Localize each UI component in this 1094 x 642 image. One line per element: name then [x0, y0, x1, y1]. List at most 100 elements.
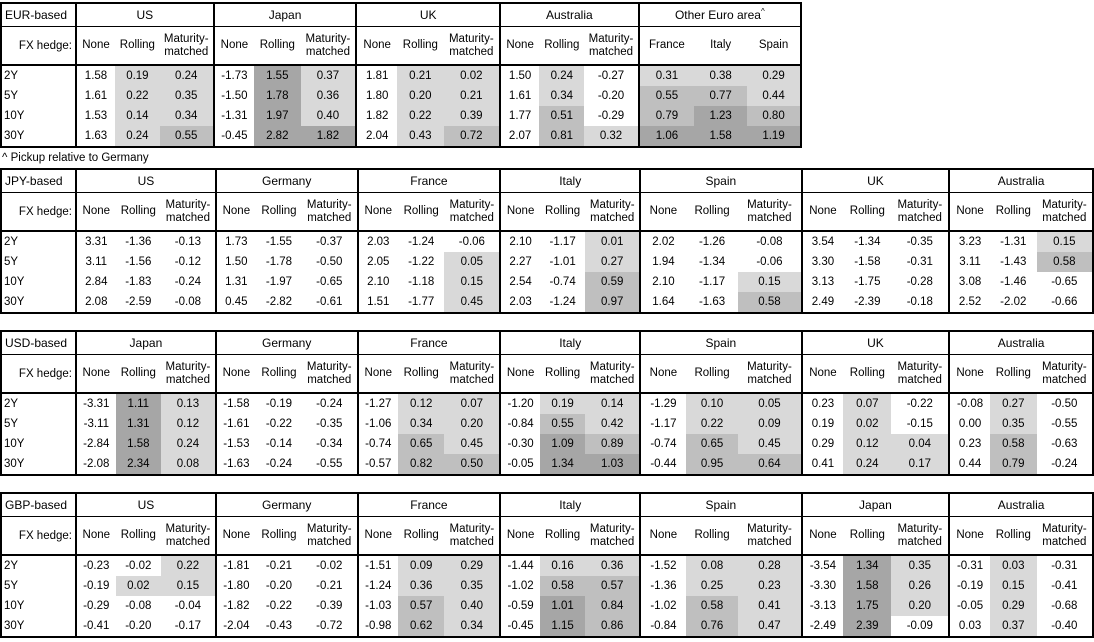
subcol-header: None: [649, 205, 678, 218]
data-cell: 0.65: [397, 434, 445, 454]
country-header: Germany: [216, 170, 357, 193]
subcolumn-header-row: France Italy Spain: [639, 27, 800, 66]
table-row: -1.44 0.16 0.36: [501, 556, 640, 576]
subcol-header: Spain: [758, 39, 789, 52]
data-cell: 0.76: [685, 616, 739, 636]
data-cell: 0.42: [585, 414, 640, 434]
table-row: -0.98 0.62 0.34: [359, 616, 500, 636]
data-cell: -2.59: [125, 296, 152, 308]
subcolumn-header-row: None Rolling Maturity-matched: [216, 355, 357, 394]
country-header: France: [358, 170, 500, 193]
data-cell: 1.03: [585, 454, 640, 474]
subcol-header: Rolling: [995, 205, 1031, 218]
data-cell: 0.58: [685, 596, 739, 616]
data-cell: -0.18: [906, 296, 933, 308]
subcol-header: Rolling: [403, 529, 439, 542]
table-row: 3.30 -1.58 -0.31: [803, 252, 949, 272]
data-cell: 3.54: [811, 236, 835, 248]
data-cell: 0.05: [738, 394, 801, 414]
data-cell: 0.84: [585, 596, 640, 616]
data-cell: -2.02: [1000, 296, 1027, 308]
table-row: -0.29 -0.08 -0.04: [77, 596, 215, 616]
tenor-label: 30Y: [4, 296, 25, 308]
subcol-header: None: [222, 205, 251, 218]
data-cell: 0.35: [444, 576, 500, 596]
data-cell: 1.34: [843, 556, 892, 576]
subcol-header: Rolling: [545, 205, 581, 218]
data-cell: 1.23: [694, 106, 748, 126]
data-cell: 2.82: [254, 126, 301, 146]
data-cell: 0.58: [989, 434, 1037, 454]
table-row: 1.61 0.34 -0.20: [501, 86, 638, 106]
data-cell: -3.13: [809, 600, 837, 612]
data-cell: -1.26: [698, 236, 726, 248]
country-header: Spain: [641, 170, 801, 193]
data-cell: 0.24: [161, 434, 215, 454]
data-cell: 0.21: [443, 86, 499, 106]
subcol-header: None: [809, 205, 837, 218]
data-cell: -0.24: [174, 276, 202, 288]
subcol-header: Maturity-matched: [449, 360, 495, 386]
table-row: 2.10 -1.17 0.15: [641, 272, 801, 292]
data-cell: -0.05: [956, 600, 984, 612]
data-cell: -0.08: [125, 600, 152, 612]
data-cell: -1.01: [549, 256, 576, 268]
data-cell: 0.19: [115, 66, 160, 86]
subcol-header: None: [363, 39, 391, 52]
data-cell: -2.04: [223, 620, 250, 632]
data-cell: -1.18: [408, 276, 435, 288]
subcol-header: Maturity-matched: [1041, 360, 1087, 386]
data-cell: -1.31: [221, 110, 248, 122]
data-cell: 0.89: [585, 434, 640, 454]
table-row: -0.57 0.82 0.50: [359, 454, 500, 474]
subcol-header: None: [649, 367, 678, 380]
data-cell: -0.29: [83, 600, 110, 612]
data-cell: 3.11: [85, 256, 108, 268]
data-cell: 0.36: [397, 576, 445, 596]
data-cell: 0.45: [738, 434, 801, 454]
data-cell: 0.15: [444, 272, 500, 292]
subcol-header: Maturity-matched: [747, 198, 792, 224]
table-row: 0.55 0.77 0.44: [639, 86, 800, 106]
subcol-header: Maturity-matched: [1041, 198, 1087, 224]
data-cell: 0.55: [159, 126, 213, 146]
subcol-header: Maturity-matched: [589, 360, 635, 386]
table-row: 3.11 -1.56 -0.12: [77, 252, 215, 272]
data-cell: 0.57: [585, 576, 640, 596]
subcolumn-header-row: None Rolling Maturity-matched: [501, 517, 640, 556]
subcolumn-header-row: None Rolling Maturity-matched: [216, 193, 357, 232]
data-cell: 0.03: [989, 556, 1037, 576]
data-cell: -3.30: [809, 580, 837, 592]
subcol-header: Rolling: [694, 205, 730, 218]
data-cell: -1.06: [365, 418, 392, 430]
data-cell: -0.45: [221, 130, 248, 142]
subcolumn-header-row: None Rolling Maturity-matched: [358, 193, 500, 232]
table-row: 3.08 -1.46 -0.65: [950, 272, 1092, 292]
subcolumn-header-row: None Rolling Maturity-matched: [77, 193, 215, 232]
subcol-header: Rolling: [120, 205, 156, 218]
data-cell: -1.02: [650, 600, 677, 612]
subcol-header: Maturity-matched: [897, 360, 943, 386]
subcol-header: Rolling: [403, 205, 439, 218]
data-cell: -0.98: [365, 620, 392, 632]
data-cell: 2.07: [508, 130, 532, 142]
data-cell: 2.49: [811, 296, 835, 308]
table-row: -2.49 2.39 -0.09: [803, 616, 949, 636]
data-cell: 1.81: [365, 70, 389, 82]
data-cell: 0.15: [1036, 232, 1092, 252]
data-cell: 0.29: [747, 66, 800, 86]
data-cell: -1.02: [507, 580, 534, 592]
subcolumn-header-row: None Rolling Maturity-matched: [500, 27, 638, 66]
data-cell: 1.58: [115, 434, 162, 454]
subcol-header: None: [809, 529, 837, 542]
fx-pickup-table: USD-based FX hedge: 2Y 5Y 10Y 30Y Japan None Rol…: [0, 330, 1094, 476]
subcol-header: Maturity-matched: [449, 522, 495, 548]
data-cell: -1.63: [698, 296, 726, 308]
table-row: -0.05 1.34 1.03: [501, 454, 640, 474]
data-cell: -0.44: [650, 458, 677, 470]
data-cell: 0.15: [989, 576, 1037, 596]
country-header: Italy: [501, 494, 640, 517]
table-row: 3.23 -1.31 0.15: [950, 232, 1092, 252]
table-row: -1.81 -0.21 -0.02: [217, 556, 357, 576]
country-group: France None Rolling Maturity-matched -1.27 0.…: [356, 332, 500, 474]
